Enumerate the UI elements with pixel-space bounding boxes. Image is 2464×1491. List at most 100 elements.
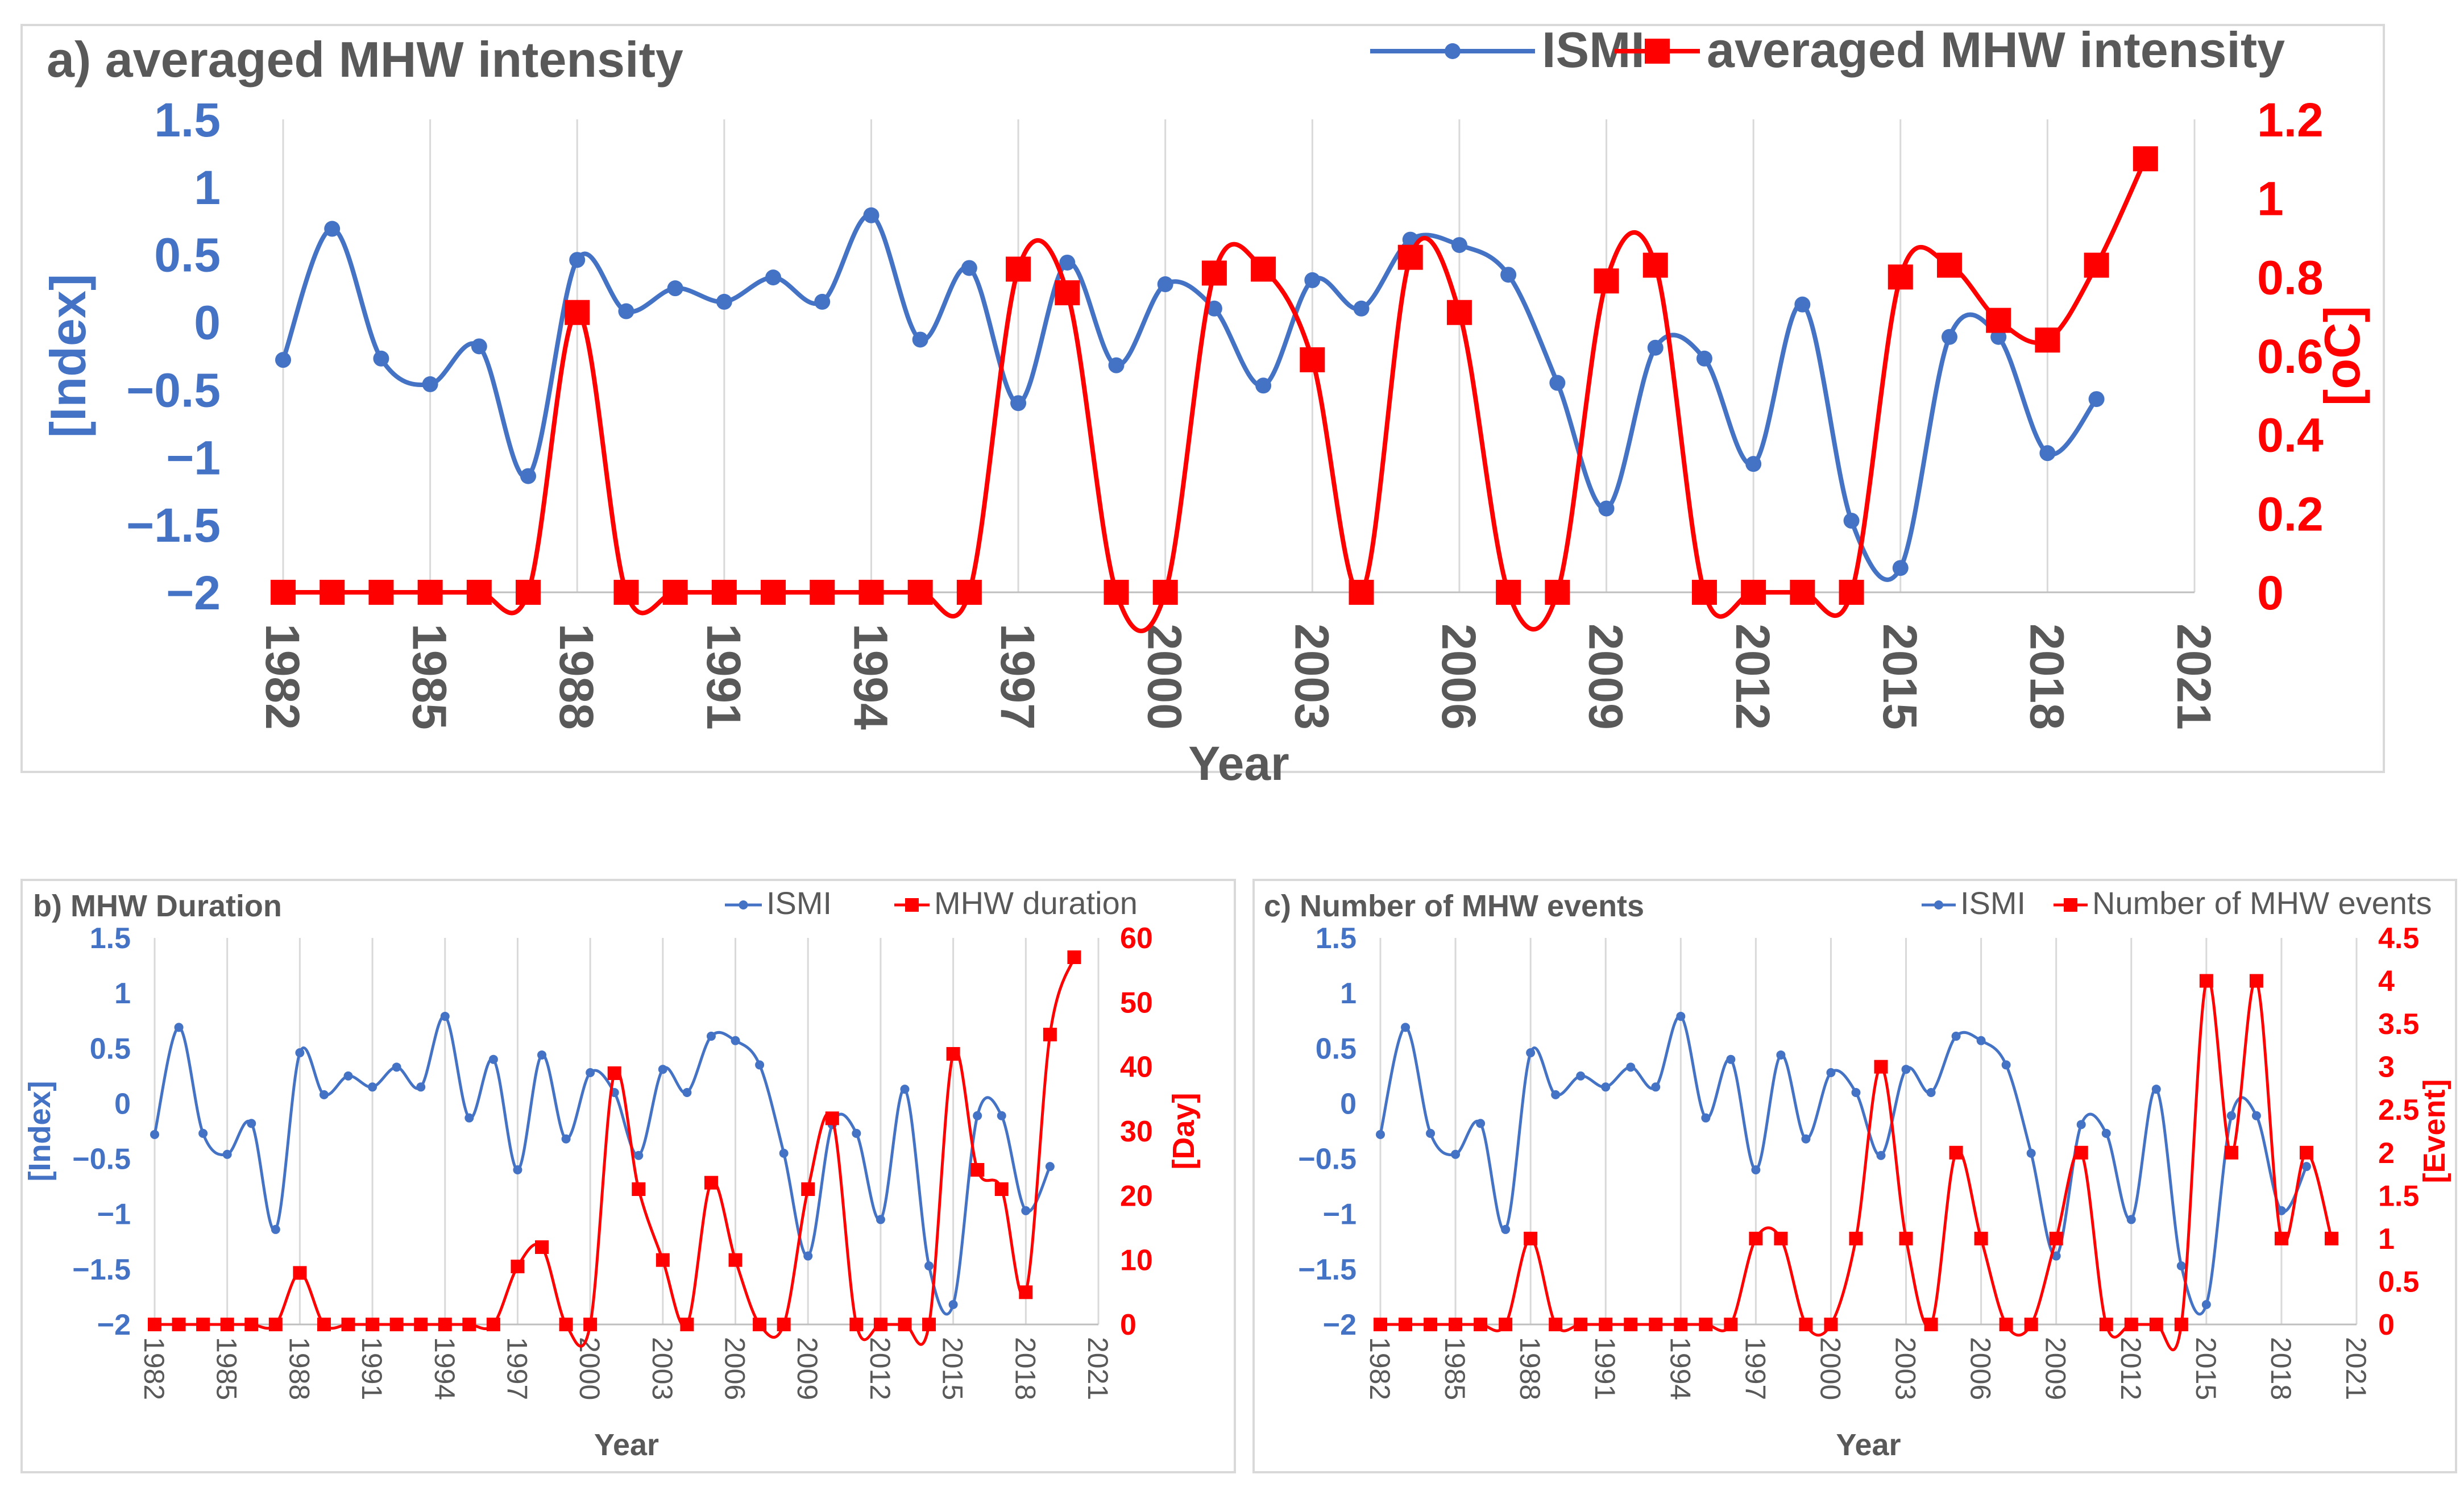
y-right-tick-label: 0 — [2257, 566, 2284, 620]
y-left-tick-label: 1 — [114, 977, 131, 1010]
data-point-ismi — [2126, 1215, 2136, 1224]
y-left-tick-label: −0.5 — [72, 1143, 131, 1176]
x-tick-label: 1991 — [697, 624, 750, 730]
y-right-tick-label: 0.5 — [2378, 1265, 2419, 1298]
data-point-ismi — [471, 338, 487, 355]
data-point-ismi — [1843, 513, 1860, 529]
data-point-ismi — [440, 1011, 450, 1021]
x-tick-label: 1982 — [1364, 1337, 1396, 1400]
data-point-ismi — [1021, 1206, 1031, 1215]
data-point-mhw — [994, 1182, 1009, 1196]
data-point-ismi — [488, 1054, 498, 1064]
data-point-mhw — [1399, 1318, 1413, 1331]
data-point-ismi — [2176, 1261, 2186, 1271]
x-tick-label: 2015 — [2190, 1337, 2222, 1400]
data-point-ismi — [1157, 276, 1173, 293]
legend-label: ISMI — [1960, 885, 2026, 921]
data-point-mhw — [1724, 1318, 1738, 1331]
data-point-mhw — [368, 580, 394, 605]
data-point-mhw — [825, 1111, 839, 1125]
data-point-ismi — [1501, 1224, 1511, 1234]
data-point-ismi — [1601, 1082, 1611, 1092]
y-left-tick-label: 1.5 — [90, 922, 131, 955]
y-right-tick-label: 40 — [1120, 1051, 1153, 1084]
data-point-ismi — [803, 1251, 813, 1261]
data-point-ismi — [667, 280, 683, 297]
x-tick-label: 1988 — [283, 1337, 315, 1400]
data-point-mhw — [656, 1253, 670, 1267]
data-point-mhw — [970, 1163, 985, 1177]
data-point-mhw — [516, 580, 541, 605]
y-left-tick-label: 0 — [114, 1087, 131, 1120]
y-right-axis-label: [Day] — [1167, 1093, 1201, 1169]
x-tick-label: 2003 — [1890, 1337, 1922, 1400]
series-line-ismi — [153, 1015, 1052, 1316]
x-tick-label: 2009 — [2040, 1337, 2072, 1400]
data-point-mhw — [2024, 1318, 2038, 1331]
data-point-mhw — [172, 1318, 186, 1331]
data-point-ismi — [863, 207, 880, 223]
data-point-ismi — [373, 350, 389, 367]
x-tick-label: 2006 — [1965, 1337, 1997, 1400]
data-point-ismi — [948, 1300, 958, 1310]
data-point-mhw — [565, 300, 590, 325]
data-point-ismi — [2151, 1085, 2161, 1094]
legend-label: ISMI — [766, 885, 832, 921]
data-point-mhw — [662, 580, 688, 605]
data-point-mhw — [632, 1182, 646, 1196]
data-point-ismi — [1549, 375, 1566, 391]
y-right-tick-label: 1.5 — [2378, 1179, 2419, 1212]
panel-border — [20, 879, 1236, 1473]
series-line-ismi — [281, 213, 2098, 582]
data-point-ismi — [1726, 1054, 1736, 1064]
data-point-ismi — [1401, 1023, 1411, 1032]
data-point-ismi — [682, 1088, 692, 1097]
x-tick-label: 2021 — [2167, 624, 2221, 730]
x-tick-label: 1982 — [256, 624, 309, 730]
x-tick-label: 2021 — [1082, 1337, 1114, 1400]
legend-swatch-marker — [739, 900, 748, 909]
y-right-tick-label: 0 — [2378, 1309, 2395, 1342]
data-point-mhw — [1499, 1318, 1513, 1331]
data-point-mhw — [2199, 974, 2213, 988]
data-point-ismi — [561, 1134, 571, 1144]
x-tick-label: 2012 — [864, 1337, 896, 1400]
data-point-mhw — [1790, 580, 1815, 605]
y-left-tick-label: 0 — [1340, 1087, 1357, 1120]
data-point-ismi — [1500, 267, 1517, 283]
y-left-tick-label: 0.5 — [90, 1032, 131, 1065]
data-point-ismi — [755, 1060, 765, 1070]
y-left-tick-label: 0 — [194, 296, 221, 350]
x-tick-label: 2018 — [1009, 1337, 1041, 1400]
y-left-tick-label: −1.5 — [126, 499, 221, 552]
data-point-ismi — [912, 331, 928, 348]
data-point-ismi — [537, 1050, 547, 1060]
data-point-mhw — [1699, 1318, 1713, 1331]
x-tick-label: 1988 — [1514, 1337, 1546, 1400]
x-tick-label: 2000 — [1138, 624, 1192, 730]
data-point-mhw — [1104, 580, 1129, 605]
panel-c-events: −2 −1.5 −1 −0.5 0 0.5 1 1.5 0 0.5 1 1.5 2 2.5 3 3.5 4 4.5… — [23, 879, 2457, 1473]
data-point-mhw — [777, 1318, 791, 1331]
data-point-ismi — [2001, 1060, 2011, 1070]
data-point-ismi — [1951, 1031, 1961, 1041]
data-point-ismi — [731, 1036, 740, 1045]
data-point-mhw — [535, 1240, 549, 1254]
data-point-ismi — [997, 1111, 1006, 1120]
x-tick-label: 2003 — [646, 1337, 678, 1400]
legend-label: MHW duration — [934, 885, 1138, 921]
data-point-mhw — [486, 1318, 500, 1331]
y-left-tick-label: −1 — [166, 431, 221, 484]
y-right-tick-label: 3.5 — [2378, 1008, 2419, 1041]
data-point-mhw — [2074, 1145, 2088, 1160]
data-point-mhw — [417, 580, 443, 605]
data-point-mhw — [1019, 1285, 1033, 1299]
data-point-ismi — [1353, 300, 1370, 317]
data-point-ismi — [275, 352, 291, 368]
data-point-ismi — [271, 1224, 280, 1234]
y-right-tick-label: 0.6 — [2257, 330, 2324, 383]
chart-title: b) MHW Duration — [33, 889, 282, 923]
data-point-mhw — [1449, 1318, 1463, 1331]
data-point-mhw — [1524, 1231, 1538, 1245]
data-point-ismi — [1010, 395, 1027, 412]
